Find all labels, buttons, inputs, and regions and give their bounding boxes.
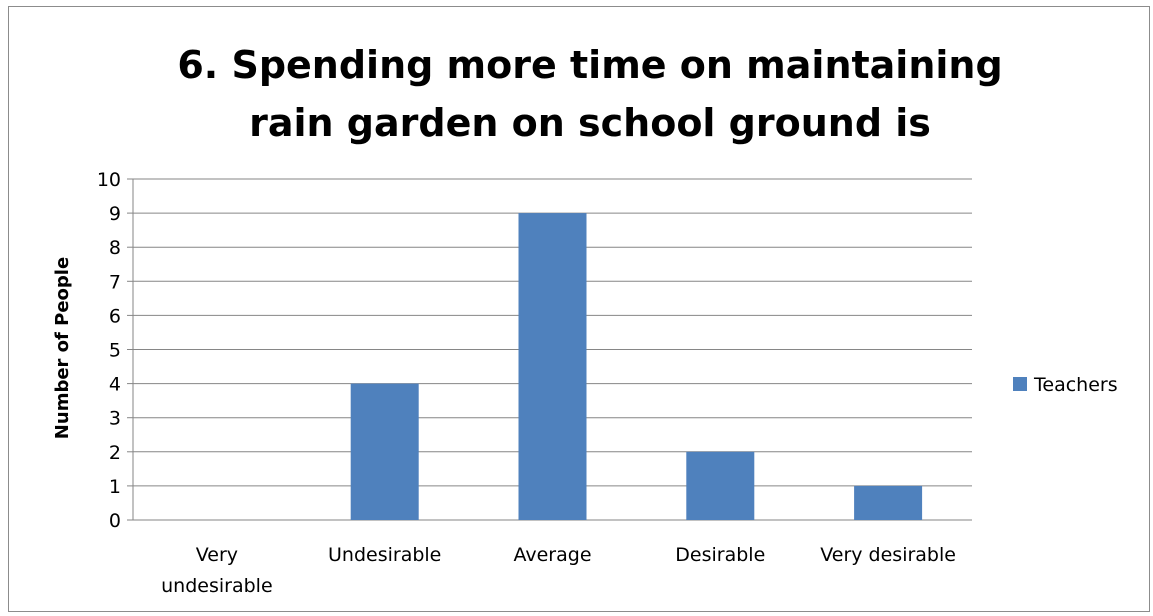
y-tick-label: 0	[109, 510, 121, 532]
bar-very-desirable	[854, 485, 923, 520]
y-tick-label: 9	[109, 203, 121, 225]
bar-average	[518, 213, 587, 520]
y-tick-label: 5	[109, 340, 121, 362]
y-tick-label: 6	[109, 305, 121, 327]
legend: Teachers	[1013, 374, 1118, 396]
bar-desirable	[686, 451, 755, 520]
x-tick-label: Very desirable	[820, 544, 956, 566]
y-tick-label: 10	[97, 169, 121, 191]
x-tick-label: Average	[513, 544, 591, 566]
x-tick-label: Very undesirable	[161, 544, 273, 597]
chart-title: 6. Spending more time on maintaining rai…	[177, 43, 1003, 145]
legend-swatch-teachers	[1013, 377, 1027, 391]
y-tick-label: 3	[109, 408, 121, 430]
y-tick-label: 7	[109, 271, 121, 293]
y-tick-label: 4	[109, 374, 121, 396]
legend-label-teachers: Teachers	[1033, 374, 1118, 396]
x-tick-label: Desirable	[675, 544, 765, 566]
y-tick-labels: 0 1 2 3 4 5 6 7 8 9 10	[97, 169, 121, 532]
bars	[350, 213, 923, 520]
y-tick-label: 2	[109, 442, 121, 464]
y-tick-label: 8	[109, 237, 121, 259]
bar-undesirable	[350, 383, 419, 520]
x-tick-label: Undesirable	[328, 544, 441, 566]
y-axis-title: Number of People	[52, 257, 73, 439]
y-tick-label: 1	[109, 476, 121, 498]
x-tick-labels: Very undesirable Undesirable Average Desirab…	[161, 544, 956, 597]
